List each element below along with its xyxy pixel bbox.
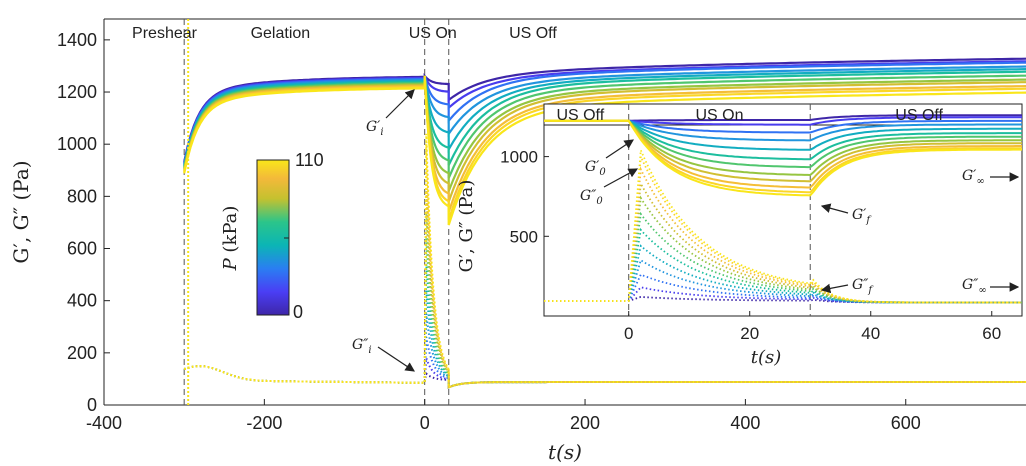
colorbar: 110 0 P (kPa) xyxy=(220,150,324,322)
inset-tick-labels: 0 20 40 60 500 1000 xyxy=(500,148,1001,343)
main-x-tick-label: 400 xyxy=(730,413,760,433)
colorbar-label: P (kPa) xyxy=(220,206,241,272)
main-x-tick-label: 600 xyxy=(891,413,921,433)
main-y-tick-label: 200 xyxy=(67,343,97,363)
g-double-prime-curve xyxy=(183,365,1026,389)
annotation-arrow xyxy=(377,346,415,372)
phase-label: Gelation xyxy=(251,25,311,42)
main-curves xyxy=(183,19,1026,405)
colorbar-min-label: 0 xyxy=(293,302,303,322)
annotation-g-prime-i: G′i xyxy=(366,89,415,138)
inset-background xyxy=(543,103,1023,317)
colorbar-gradient xyxy=(256,159,290,316)
annotation-arrow xyxy=(603,168,639,188)
phase-label: US On xyxy=(409,25,457,42)
inset-x-tick-label: 0 xyxy=(624,324,633,343)
main-phase-labels: Preshear Gelation US On US Off xyxy=(132,25,557,42)
main-tick-labels: -400 -200 0 200 400 6000200400600800100012001… xyxy=(57,30,921,433)
main-y-tick-label: 1200 xyxy=(57,82,97,102)
inset-phase-label: US Off xyxy=(556,107,604,124)
phase-label: Preshear xyxy=(132,25,198,42)
g-double-prime-curve xyxy=(183,313,1026,389)
main-x-axis-label: t(s) xyxy=(548,440,582,464)
inset-curves xyxy=(544,114,1022,304)
inset-g-prime-curve xyxy=(544,119,1022,197)
inset-y-axis-label: G′, G″ (Pa) xyxy=(456,180,477,273)
main-y-axis-label: G′, G″ (Pa) xyxy=(9,160,33,263)
inset-g-double-prime-curve xyxy=(544,153,1022,304)
main-x-tick-label: 200 xyxy=(570,413,600,433)
inset-g-double-prime-curve xyxy=(544,244,1022,304)
annotation-arrow xyxy=(605,139,634,159)
g-double-prime-curve xyxy=(183,337,1026,389)
inset-plot xyxy=(543,103,1023,317)
annotation-arrow xyxy=(820,283,849,294)
colorbar-max-label: 110 xyxy=(295,150,324,170)
main-y-tick-label: 0 xyxy=(87,395,97,415)
inset-x-axis-label: t(s) xyxy=(751,347,782,368)
main-y-tick-label: 600 xyxy=(67,239,97,259)
inset-phase-label: US Off xyxy=(895,107,943,124)
main-y-tick-label: 1000 xyxy=(57,134,97,154)
phase-label: US Off xyxy=(509,25,557,42)
inset-y-tick-label: 500 xyxy=(510,227,538,246)
inset-y-tick-label: 1000 xyxy=(500,148,538,167)
g-double-prime-curve xyxy=(183,165,1026,389)
inset-x-tick-label: 40 xyxy=(861,324,880,343)
main-x-tick-label: -400 xyxy=(86,413,122,433)
main-x-tick-label: -200 xyxy=(246,413,282,433)
main-plot-area xyxy=(103,18,1026,406)
inset-x-tick-label: 60 xyxy=(982,324,1001,343)
annotation-g-prime-i-label: G′i xyxy=(366,119,384,138)
annotation-arrow xyxy=(820,203,849,214)
inset-x-tick-label: 20 xyxy=(740,324,759,343)
inset-phase-labels: US Off US On US Off xyxy=(556,107,943,124)
g-prime-curve xyxy=(183,75,1026,226)
main-x-tick-label: 0 xyxy=(420,413,430,433)
main-y-tick-label: 800 xyxy=(67,186,97,206)
annotation-g-double-prime-i-label: G″i xyxy=(352,337,372,356)
inset-g-double-prime-curve xyxy=(544,149,1022,304)
annotation-g-double-prime-i: G″i xyxy=(352,337,415,372)
inset-phase-label: US On xyxy=(695,107,743,124)
annotation-arrow xyxy=(385,89,415,119)
main-y-tick-label: 400 xyxy=(67,291,97,311)
main-y-tick-label: 1400 xyxy=(57,30,97,50)
